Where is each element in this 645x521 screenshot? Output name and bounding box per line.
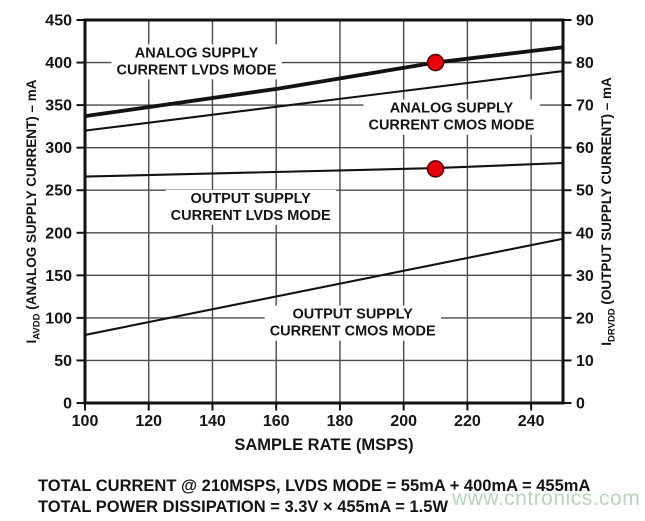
svg-text:350: 350	[45, 98, 72, 115]
series-lines	[84, 45, 564, 336]
series-line-analog-supply-lvds	[84, 45, 564, 119]
svg-text:450: 450	[45, 13, 72, 30]
data-point-markers	[426, 53, 445, 178]
series-label-analog-supply-lvds: ANALOG SUPPLY CURRENT LVDS MODE	[111, 44, 282, 80]
data-point-marker	[426, 160, 445, 178]
total-power-note: TOTAL POWER DISSIPATION = 3.3V × 455mA =…	[38, 498, 449, 516]
svg-text:90: 90	[576, 13, 594, 30]
svg-text:50: 50	[576, 183, 594, 200]
svg-text:180: 180	[327, 413, 354, 430]
tick-labels: 0 50 100 150 200 250 300 350 400 450 0 10 20 30 40 50 60…	[45, 13, 594, 431]
svg-text:140: 140	[199, 413, 226, 430]
svg-text:0: 0	[576, 396, 585, 413]
svg-text:20: 20	[576, 310, 594, 327]
svg-text:70: 70	[576, 98, 594, 115]
series-line-analog-supply-cmos	[84, 70, 564, 132]
svg-text:160: 160	[263, 413, 290, 430]
svg-text:40: 40	[576, 225, 594, 242]
series-label-output-supply-lvds: OUTPUT SUPPLY CURRENT LVDS MODE	[165, 189, 337, 225]
svg-text:240: 240	[518, 413, 545, 430]
svg-text:100: 100	[72, 413, 99, 430]
svg-text:200: 200	[390, 413, 417, 430]
svg-text:10: 10	[576, 353, 594, 370]
svg-text:80: 80	[576, 55, 594, 72]
svg-text:220: 220	[454, 413, 481, 430]
svg-text:200: 200	[45, 225, 72, 242]
series-line-output-supply-cmos	[84, 237, 564, 336]
supply-current-chart: ANALOG SUPPLY CURRENT LVDS MODE ANALOG SUP…	[24, 13, 618, 455]
svg-text:30: 30	[576, 268, 594, 285]
svg-text:250: 250	[45, 183, 72, 200]
total-current-note: TOTAL CURRENT @ 210MSPS, LVDS MODE = 55m…	[38, 477, 591, 495]
watermark-text: www.cntronics.com	[452, 487, 641, 510]
svg-text:60: 60	[576, 140, 594, 157]
y-axis-left-title: IAVDD (ANALOG SUPPLY CURRENT) – mA	[24, 79, 43, 343]
x-axis-title: SAMPLE RATE (MSPS)	[234, 436, 413, 454]
footer-notes: TOTAL CURRENT @ 210MSPS, LVDS MODE = 55m…	[38, 476, 590, 518]
plot-frame	[83, 18, 565, 405]
y-axis-right-title: IDRVDD (OUTPUT SUPPLY CURRENT) – mA	[599, 77, 618, 346]
svg-text:300: 300	[45, 140, 72, 157]
series-label-analog-supply-cmos: ANALOG SUPPLY CURRENT CMOS MODE	[363, 99, 540, 135]
series-line-output-supply-lvds	[84, 161, 564, 178]
data-point-marker	[426, 53, 445, 72]
svg-text:120: 120	[135, 413, 162, 430]
svg-text:0: 0	[63, 396, 72, 413]
svg-text:100: 100	[45, 310, 72, 327]
svg-text:50: 50	[54, 353, 72, 370]
svg-text:400: 400	[45, 55, 72, 72]
svg-text:150: 150	[45, 268, 72, 285]
series-label-output-supply-cmos: OUTPUT SUPPLY CURRENT CMOS MODE	[264, 305, 441, 341]
